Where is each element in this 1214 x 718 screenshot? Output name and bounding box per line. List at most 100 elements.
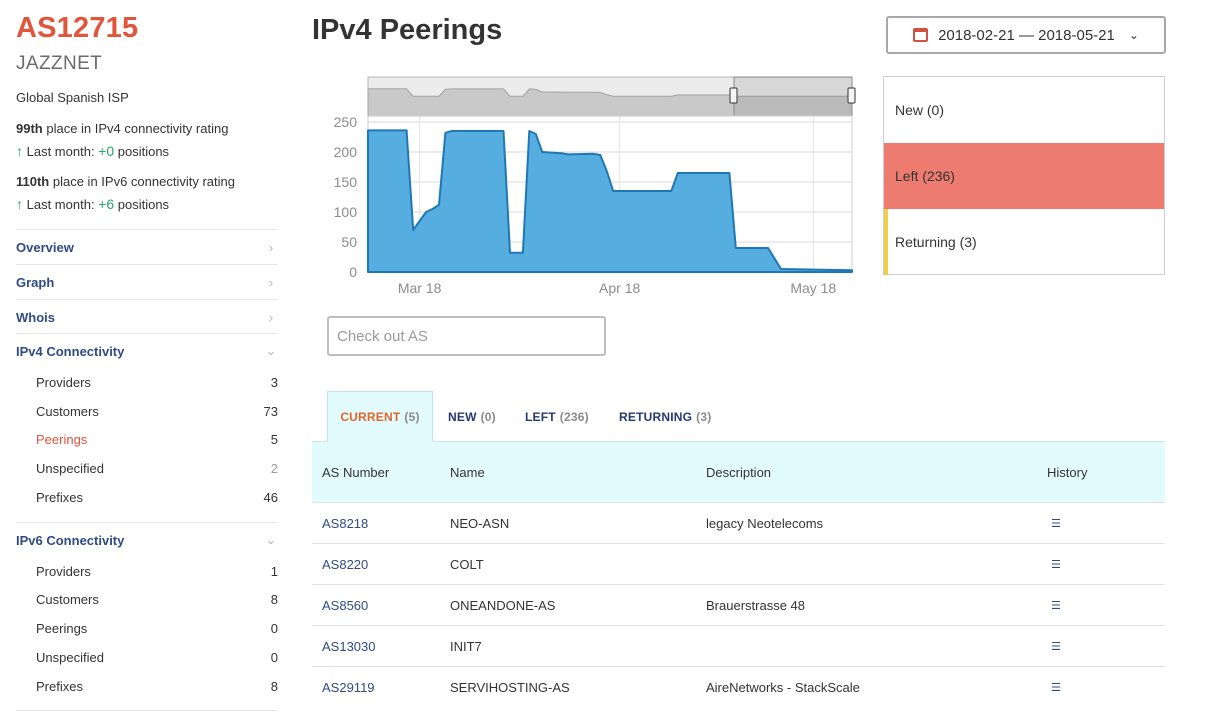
- nav-ipv4-label: IPv4 Connectivity: [16, 343, 125, 359]
- ipv4-last-month-label: Last month:: [26, 144, 99, 159]
- ipv6-rating: 110th place in IPv6 connectivity rating …: [16, 171, 235, 216]
- ipv4-providers-label: Providers: [36, 374, 91, 390]
- ipv4-rating-text: place in IPv4 connectivity rating: [42, 121, 229, 136]
- table-header: AS Number Name Description History: [312, 442, 1165, 502]
- tab-returning-count: (3): [696, 409, 712, 424]
- tab-new-count: (0): [480, 409, 496, 424]
- tab-left[interactable]: LEFT (236): [525, 391, 589, 442]
- col-as-number[interactable]: AS Number: [322, 464, 390, 480]
- ipv4-peerings-label: Peerings: [36, 431, 88, 447]
- nav-ipv6-label: IPv6 Connectivity: [16, 532, 125, 548]
- chevron-right-icon: ›: [268, 239, 274, 255]
- legend-returning[interactable]: Returning (3): [884, 209, 1164, 275]
- navigator-selection[interactable]: [733, 76, 853, 118]
- y-tick-label: 100: [334, 204, 358, 220]
- table-row: AS13030 INIT7 ☰: [312, 625, 1165, 666]
- change-legend: New (0) Left (236) Returning (3): [883, 76, 1165, 275]
- as-number-link[interactable]: AS29119: [322, 679, 375, 695]
- check-as-input[interactable]: [327, 316, 606, 356]
- navigator-handle-right[interactable]: [847, 87, 856, 104]
- x-tick-label: Mar 18: [398, 280, 442, 296]
- col-name[interactable]: Name: [450, 464, 485, 480]
- ipv4-unspecified-count: 2: [270, 460, 278, 476]
- ipv6-unspecified-count: 0: [270, 649, 278, 665]
- ipv4-peerings[interactable]: Peerings 5: [36, 425, 278, 453]
- ipv6-providers[interactable]: Providers 1: [36, 557, 278, 585]
- history-list-icon[interactable]: ☰: [1051, 599, 1061, 612]
- legend-left[interactable]: Left (236): [884, 143, 1164, 209]
- tab-current-count: (5): [404, 409, 420, 424]
- tab-returning-label: RETURNING: [619, 409, 693, 424]
- as-name: JAZZNET: [16, 53, 103, 74]
- ipv4-providers-count: 3: [270, 374, 278, 390]
- ipv6-prefixes-label: Prefixes: [36, 678, 83, 694]
- table-row: AS8560 ONEANDONE-AS Brauerstrasse 48 ☰: [312, 584, 1165, 625]
- ipv6-peerings[interactable]: Peerings 0: [36, 614, 278, 642]
- ipv4-peerings-count: 5: [270, 431, 278, 447]
- as-number-link[interactable]: AS13030: [322, 638, 376, 654]
- y-tick-label: 150: [334, 174, 358, 190]
- ipv6-peerings-count: 0: [270, 620, 278, 636]
- as-description-cell: AireNetworks - StackScale: [706, 679, 860, 695]
- nav-ipv4-connectivity[interactable]: IPv4 Connectivity ⌄: [16, 333, 278, 368]
- ipv6-customers[interactable]: Customers 8: [36, 585, 278, 613]
- y-tick-label: 0: [349, 264, 357, 280]
- col-history[interactable]: History: [1047, 464, 1088, 480]
- chevron-down-icon: ⌄: [265, 532, 277, 547]
- history-list-icon[interactable]: ☰: [1051, 517, 1061, 530]
- arrow-up-icon: ↑: [16, 143, 23, 159]
- table-row: AS8220 COLT ☰: [312, 543, 1165, 584]
- tab-current[interactable]: CURRENT (5): [327, 391, 433, 442]
- as-number-link[interactable]: AS8560: [322, 597, 369, 613]
- ipv4-delta: +0: [98, 143, 115, 159]
- ipv4-prefixes[interactable]: Prefixes 46: [36, 483, 278, 511]
- nav-graph[interactable]: Graph ›: [16, 264, 278, 299]
- ipv4-prefixes-count: 46: [263, 489, 278, 505]
- history-list-icon[interactable]: ☰: [1051, 640, 1061, 653]
- history-list-icon[interactable]: ☰: [1051, 558, 1061, 571]
- ipv4-delta-suffix: positions: [114, 144, 170, 159]
- peering-tabs: CURRENT (5) NEW (0) LEFT (236) RETURNING (3): [312, 391, 1165, 442]
- peerings-chart: 0 50 100 150 200 250 Mar 18 Apr 18 May 18: [334, 76, 856, 296]
- date-range-picker[interactable]: 2018-02-21 — 2018-05-21 ⌄: [886, 16, 1166, 54]
- nav-ipv6-connectivity[interactable]: IPv6 Connectivity ⌄: [16, 522, 278, 557]
- tab-new[interactable]: NEW (0): [448, 391, 496, 442]
- as-number-title: AS12715: [16, 12, 139, 44]
- ipv6-prefixes[interactable]: Prefixes 8: [36, 672, 278, 700]
- chart-navigator[interactable]: [367, 76, 856, 118]
- calendar-icon: [913, 28, 929, 42]
- nav-overview-label: Overview: [16, 239, 74, 255]
- as-name-cell: COLT: [450, 556, 484, 572]
- ipv4-customers-count: 73: [263, 403, 278, 419]
- ipv6-providers-label: Providers: [36, 563, 91, 579]
- sidebar: AS12715 JAZZNET Global Spanish ISP 99th …: [16, 0, 278, 718]
- ipv4-customers-label: Customers: [36, 403, 99, 419]
- ipv4-customers[interactable]: Customers 73: [36, 397, 278, 425]
- tab-returning[interactable]: RETURNING (3): [619, 391, 711, 442]
- ipv6-customers-count: 8: [270, 591, 278, 607]
- as-number-link[interactable]: AS8220: [322, 556, 369, 572]
- sidebar-divider: [16, 710, 278, 711]
- ipv6-delta-suffix: positions: [114, 197, 170, 212]
- history-list-icon[interactable]: ☰: [1051, 681, 1061, 694]
- ipv4-providers[interactable]: Providers 3: [36, 368, 278, 396]
- as-name-cell: ONEANDONE-AS: [450, 597, 556, 613]
- ipv4-prefixes-label: Prefixes: [36, 489, 83, 505]
- as-name-cell: INIT7: [450, 638, 482, 654]
- x-tick-label: May 18: [790, 280, 836, 296]
- chevron-right-icon: ›: [268, 309, 274, 325]
- ipv6-unspecified[interactable]: Unspecified 0: [36, 643, 278, 671]
- table-row: AS29119 SERVIHOSTING-AS AireNetworks - Sta…: [312, 666, 1165, 707]
- ipv4-unspecified[interactable]: Unspecified 2: [36, 454, 278, 482]
- legend-new[interactable]: New (0): [895, 102, 945, 118]
- nav-overview[interactable]: Overview ›: [16, 229, 278, 264]
- y-tick-label: 50: [341, 234, 357, 250]
- navigator-handle-left[interactable]: [729, 87, 738, 104]
- nav-whois[interactable]: Whois ›: [16, 299, 278, 334]
- ipv6-rating-place: 110th: [16, 174, 50, 189]
- as-number-link[interactable]: AS8218: [322, 515, 369, 531]
- as-description-cell: legacy Neotelecoms: [706, 515, 824, 531]
- col-description[interactable]: Description: [706, 464, 772, 480]
- x-tick-label: Apr 18: [599, 280, 640, 296]
- y-axis: 0 50 100 150 200 250: [334, 114, 358, 280]
